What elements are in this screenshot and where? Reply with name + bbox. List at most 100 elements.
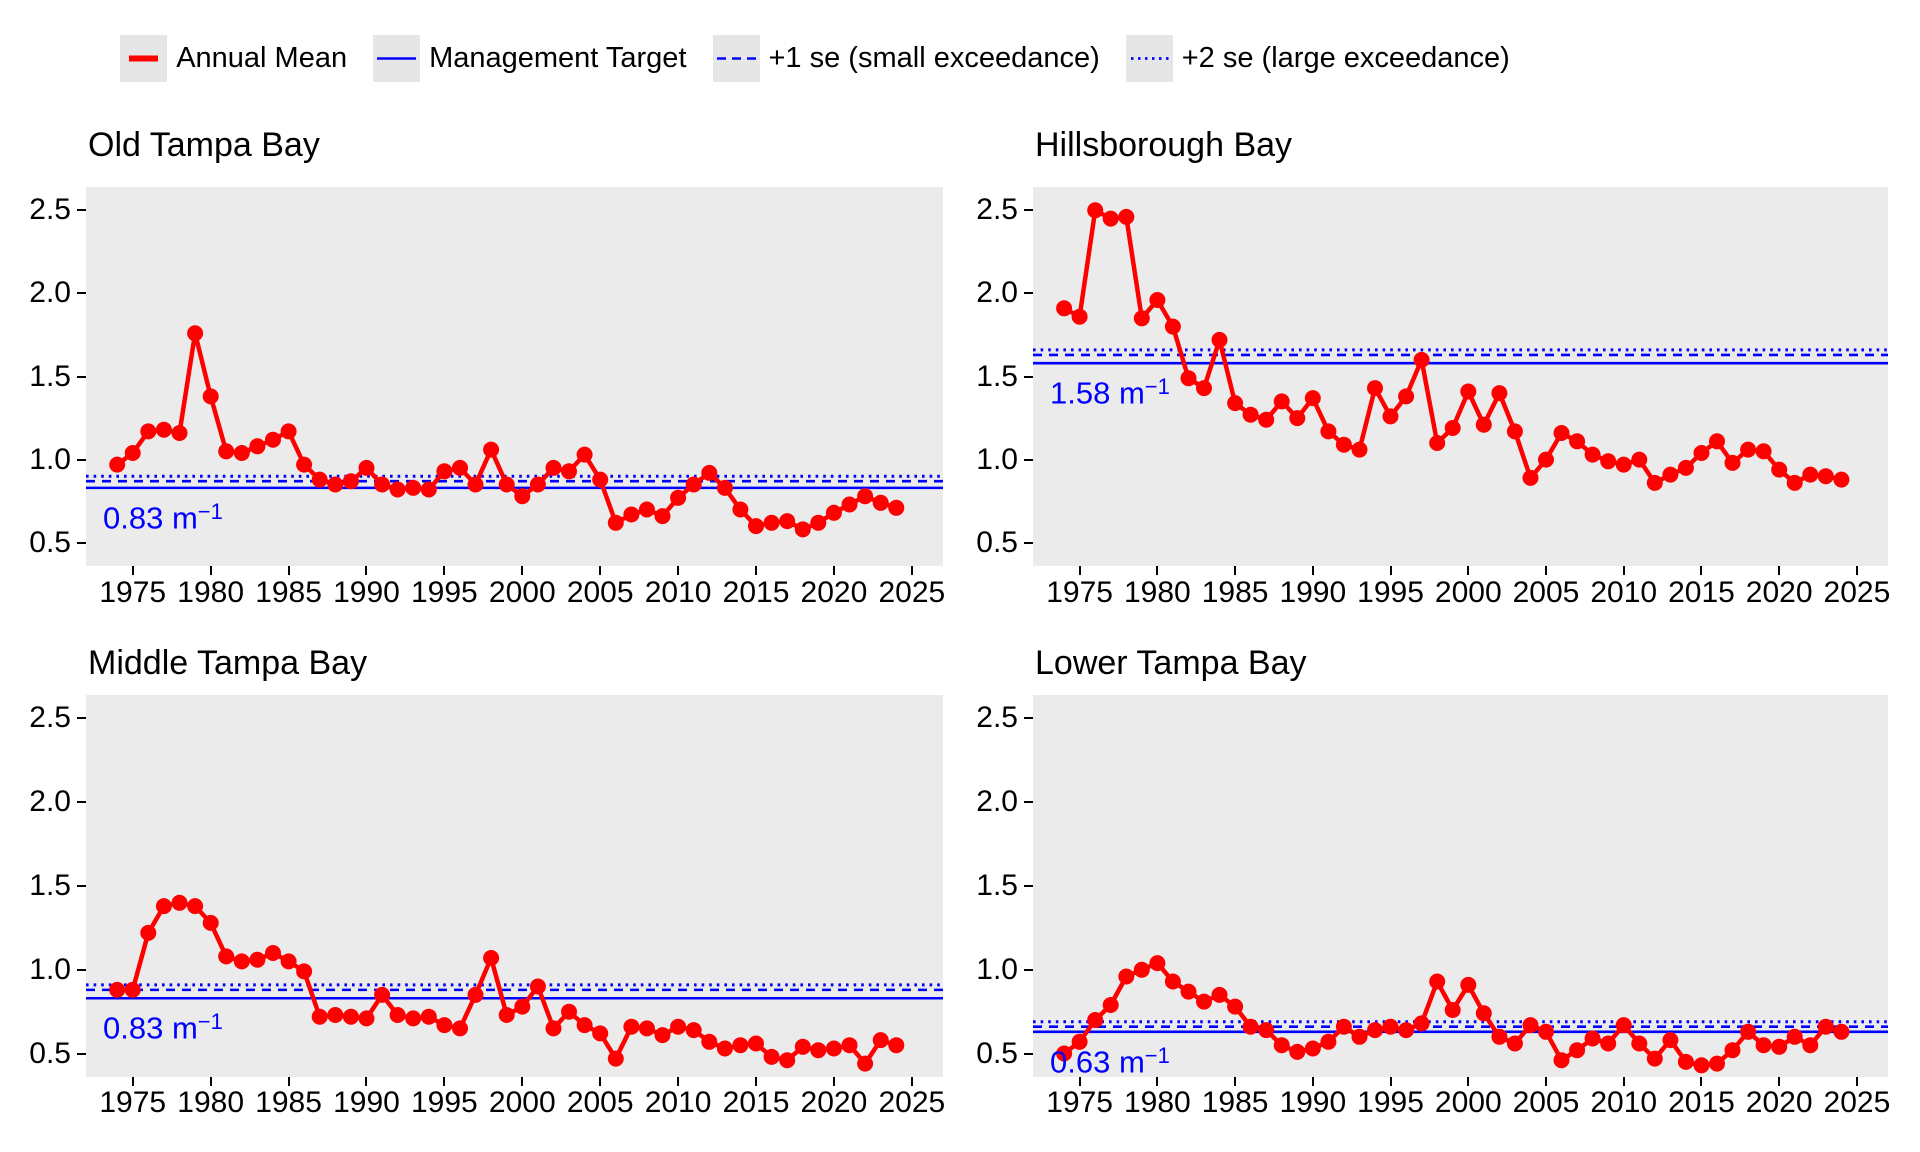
annual-mean-point: [1367, 1022, 1383, 1039]
annual-mean-point: [857, 1055, 874, 1072]
annual-mean-point: [685, 476, 702, 493]
annual-mean-point: [171, 894, 188, 911]
y-axis-tick: [77, 885, 86, 887]
annual-mean-point: [1444, 1002, 1461, 1018]
y-tick-label: 1.5: [29, 869, 71, 902]
annual-mean-line: [117, 900, 897, 1066]
annual-mean-point: [311, 471, 328, 488]
x-axis-tick: [1855, 566, 1858, 575]
y-tick-label: 2.5: [976, 701, 1018, 735]
annual-mean-point: [358, 1010, 375, 1027]
annual-mean-point: [779, 1052, 796, 1069]
annual-mean-point: [514, 488, 531, 505]
x-tick-label: 1985: [1201, 576, 1269, 609]
annual-mean-point: [670, 1018, 687, 1035]
annual-mean-point: [670, 489, 687, 506]
x-tick-label: 2000: [488, 1086, 556, 1119]
x-tick-label: 1985: [255, 1086, 322, 1119]
annual-mean-point: [1211, 986, 1228, 1003]
annual-mean-point: [436, 463, 453, 480]
annual-mean-point: [1662, 466, 1679, 483]
annual-mean-point: [1538, 451, 1554, 468]
x-axis-tick: [1156, 566, 1159, 575]
annual-mean-point: [1304, 390, 1321, 407]
annual-mean-point: [155, 421, 172, 438]
y-axis-tick: [77, 801, 86, 804]
y-axis-tick: [1024, 209, 1033, 212]
annual-mean-point: [1817, 1018, 1834, 1035]
x-axis-tick: [131, 566, 134, 575]
annual-mean-point: [1491, 385, 1508, 402]
y-axis-tick: [1024, 541, 1033, 544]
annual-mean-point: [1677, 1053, 1694, 1070]
annual-mean-point: [1444, 420, 1461, 436]
y-tick-label: 2.0: [29, 785, 71, 819]
y-axis-tick: [1024, 801, 1033, 804]
y-axis-tick: [77, 968, 86, 971]
plot-old-tampa-bay: [86, 187, 943, 566]
x-axis-tick: [365, 566, 368, 575]
x-tick-label: 2005: [566, 1086, 634, 1119]
annual-mean-point: [1693, 1057, 1710, 1074]
y-axis-tick: [1024, 968, 1033, 971]
y-tick-label: 2.0: [976, 785, 1018, 819]
x-tick-label: 2005: [1512, 1086, 1580, 1119]
x-tick-label: 2020: [1745, 1086, 1813, 1119]
annual-mean-point: [1196, 380, 1212, 397]
x-axis-tick: [755, 566, 758, 575]
annual-mean-point: [1491, 1028, 1508, 1045]
annual-mean-point: [436, 1017, 453, 1034]
annual-mean-point: [1755, 1037, 1772, 1054]
annual-mean-point: [794, 1038, 811, 1055]
annual-mean-point: [452, 1020, 468, 1037]
annual-mean-point: [825, 504, 842, 521]
annual-mean-point: [1429, 973, 1446, 990]
annual-mean-point: [1071, 1033, 1088, 1050]
annual-mean-point: [1149, 955, 1166, 972]
annual-mean-point: [1584, 1030, 1601, 1047]
annual-mean-point: [1709, 1055, 1725, 1072]
annual-mean-point: [638, 1020, 655, 1037]
x-axis-tick: [832, 1077, 835, 1086]
x-axis-tick: [677, 566, 680, 575]
annual-mean-point: [1335, 436, 1352, 453]
annual-mean-point: [498, 1007, 515, 1023]
y-axis-tick: [77, 717, 86, 720]
x-axis-tick: [677, 1077, 680, 1086]
annual-mean-point: [124, 445, 141, 461]
x-axis-tick: [1078, 566, 1081, 575]
x-axis-tick: [209, 566, 212, 575]
annual-mean-point: [1242, 406, 1259, 423]
x-tick-label: 1990: [333, 576, 400, 609]
annual-mean-point: [280, 953, 297, 970]
y-tick-label: 1.5: [29, 359, 71, 393]
chart-canvas: [86, 325, 943, 538]
annual-mean-point: [841, 1037, 858, 1054]
annual-mean-point: [1740, 1023, 1757, 1040]
x-axis-tick: [1778, 1077, 1781, 1086]
annual-mean-point: [1164, 318, 1181, 335]
x-axis-tick: [209, 1077, 212, 1086]
legend-item-plus2se: +2 se (large exceedance): [1125, 34, 1510, 82]
annual-mean-point: [561, 463, 577, 480]
annual-mean-point: [280, 423, 297, 440]
annual-mean-point: [1646, 1050, 1663, 1067]
annual-mean-point: [1180, 983, 1197, 1000]
annual-mean-point: [1056, 300, 1073, 317]
x-tick-label: 1975: [99, 1086, 167, 1119]
x-axis-tick: [1389, 566, 1392, 575]
annual-mean-point: [1258, 411, 1275, 428]
x-tick-label: 1975: [1046, 576, 1113, 609]
x-tick-label: 2020: [800, 1086, 868, 1119]
x-tick-label: 2015: [1668, 1086, 1735, 1119]
annual-mean-point: [483, 950, 500, 966]
target-value-label: 1.58 m−1: [1050, 374, 1170, 411]
y-tick-label: 0.5: [976, 1036, 1018, 1070]
target-value-label: 0.83 m−1: [103, 1009, 223, 1046]
x-axis-tick: [1311, 1077, 1314, 1086]
annual-mean-point: [374, 986, 391, 1003]
legend-label-annual-mean: Annual Mean: [176, 41, 348, 74]
annual-mean-point: [202, 388, 219, 405]
x-tick-label: 1975: [99, 576, 167, 609]
annual-mean-point: [732, 1037, 749, 1054]
